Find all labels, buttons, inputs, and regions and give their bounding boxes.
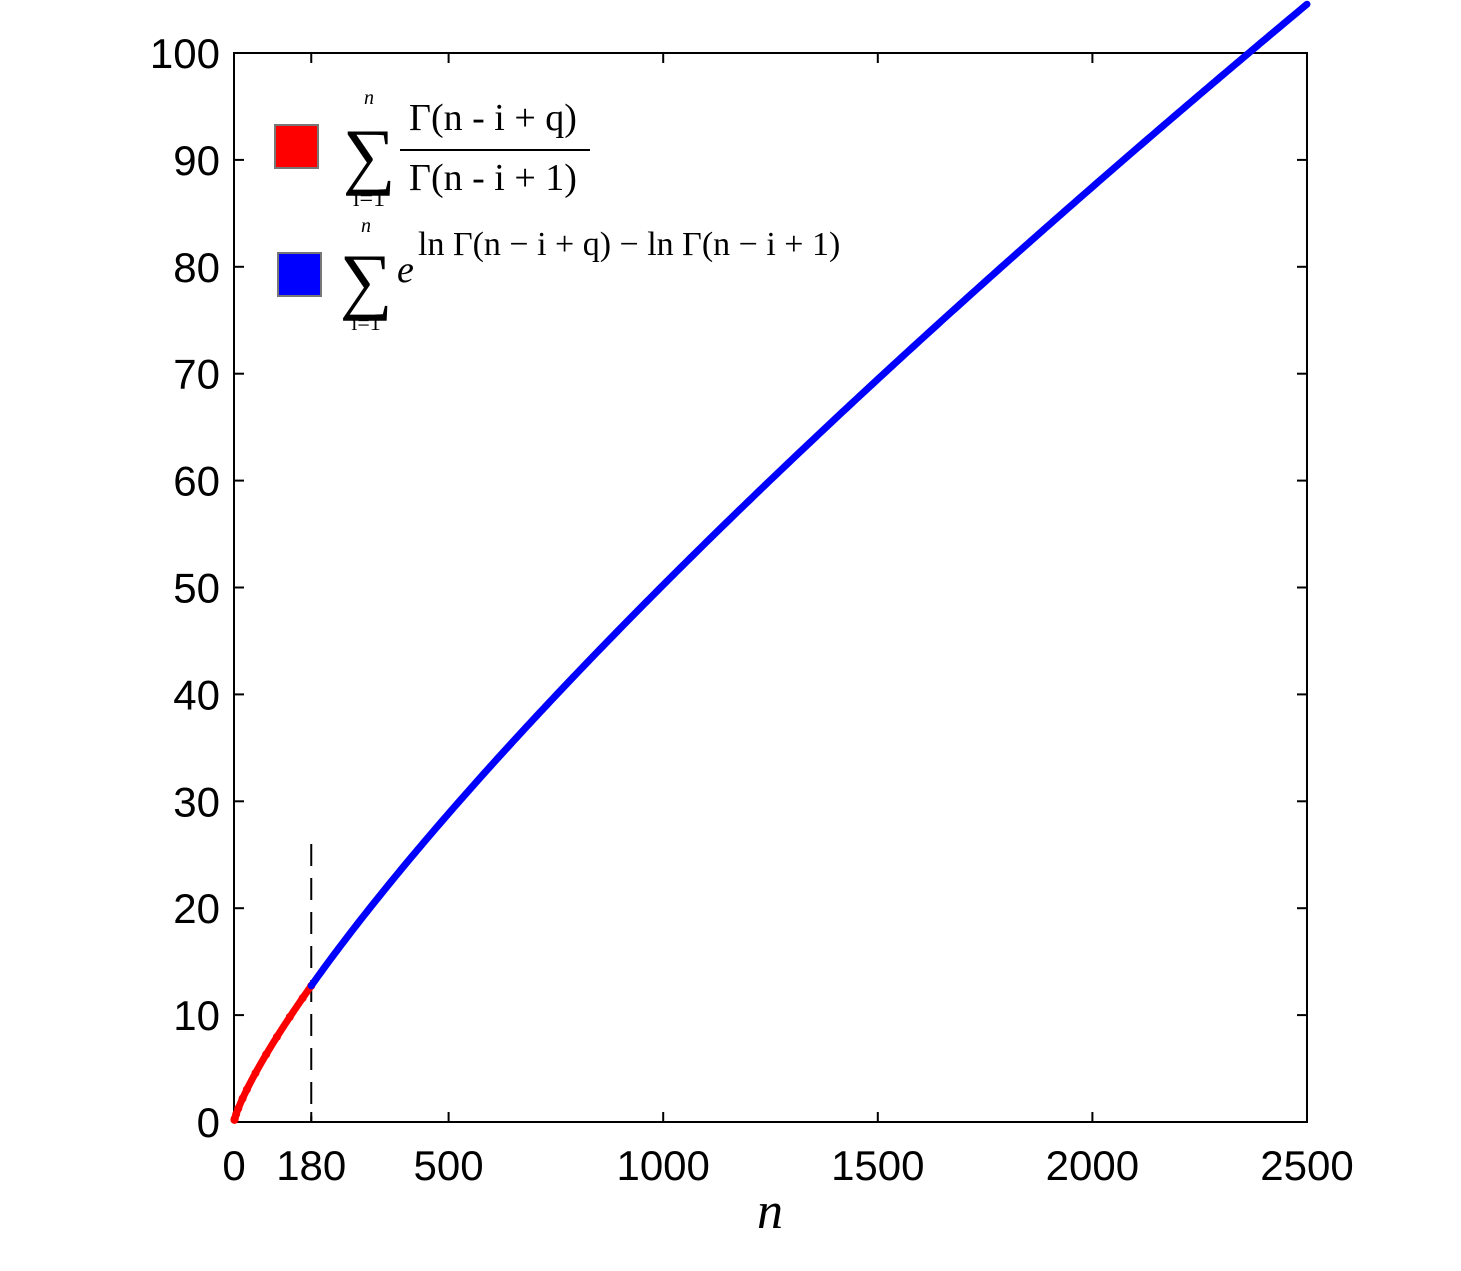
data-point <box>251 1069 260 1078</box>
legend-entry-red: n ∑ i=1 Γ(n - i + q) Γ(n - i + 1) <box>274 87 590 212</box>
data-point <box>272 1032 281 1041</box>
y-tick-label: 70 <box>173 351 220 398</box>
data-point <box>617 625 624 632</box>
series-line-blue <box>307 0 1311 990</box>
data-point <box>746 497 753 504</box>
series-layer <box>230 0 1311 1124</box>
data-point <box>1089 183 1096 190</box>
data-point <box>234 1104 243 1113</box>
legend-swatch-red <box>274 124 319 169</box>
x-tick-label: 180 <box>276 1142 346 1189</box>
data-point <box>338 941 345 948</box>
legend-swatch-blue <box>277 252 322 297</box>
data-point <box>1304 1 1310 8</box>
data-point <box>381 887 388 894</box>
data-point <box>262 1050 271 1059</box>
y-tick-label: 60 <box>173 458 220 505</box>
legend: n ∑ i=1 Γ(n - i + q) Γ(n - i + 1) n ∑ i=… <box>274 87 840 335</box>
legend-red-numerator: Γ(n - i + q) <box>409 97 577 139</box>
axis-ticks <box>233 52 1308 1123</box>
y-tick-label: 100 <box>150 30 220 77</box>
legend-red-denominator: Γ(n - i + 1) <box>409 157 577 199</box>
x-tick-label: 500 <box>414 1142 484 1189</box>
legend-blue-lower-limit: i=1 <box>351 310 381 335</box>
data-point <box>445 810 452 817</box>
x-tick-label: 0 <box>222 1142 245 1189</box>
legend-red-sigma: ∑ <box>343 115 396 197</box>
legend-blue-base: e <box>397 249 414 291</box>
legend-red-lower-limit: i=1 <box>353 186 385 212</box>
data-point <box>238 1094 247 1103</box>
data-point <box>1003 259 1010 266</box>
y-tick-label: 90 <box>173 137 220 184</box>
legend-blue-exponent: ln Γ(n − i + q) − ln Γ(n − i + 1) <box>418 226 840 263</box>
y-tick-label: 20 <box>173 885 220 932</box>
data-point <box>874 376 881 383</box>
y-tick-label: 50 <box>173 565 220 612</box>
y-tick-label: 0 <box>197 1099 220 1146</box>
y-tick-label: 80 <box>173 244 220 291</box>
x-tick-label: 1000 <box>616 1142 709 1189</box>
legend-entry-blue: n ∑ i=1 e ln Γ(n − i + q) − ln Γ(n − i +… <box>277 215 840 335</box>
plot-area <box>233 52 1308 1123</box>
data-point <box>308 982 315 989</box>
y-tick-label: 40 <box>173 671 220 718</box>
data-point <box>1196 91 1203 98</box>
x-tick-label: 2500 <box>1260 1142 1353 1189</box>
data-point <box>285 1013 294 1022</box>
y-tick-label: 30 <box>173 778 220 825</box>
data-point <box>242 1085 251 1094</box>
x-axis-label: n <box>757 1183 783 1240</box>
data-point <box>660 581 667 588</box>
y-tick-label: 10 <box>173 992 220 1039</box>
x-tick-label: 1500 <box>831 1142 924 1189</box>
x-tick-labels: 0 180 500 1000 1500 2000 2500 <box>222 1142 1353 1189</box>
legend-blue-upper-limit: n <box>361 215 371 237</box>
data-point <box>531 715 538 722</box>
legend-blue-sigma: ∑ <box>340 240 393 322</box>
y-tick-labels: 0 10 20 30 40 50 60 70 80 90 100 <box>150 30 220 1146</box>
data-point <box>298 994 307 1003</box>
x-tick-label: 2000 <box>1046 1142 1139 1189</box>
legend-red-upper-limit: n <box>364 87 374 109</box>
